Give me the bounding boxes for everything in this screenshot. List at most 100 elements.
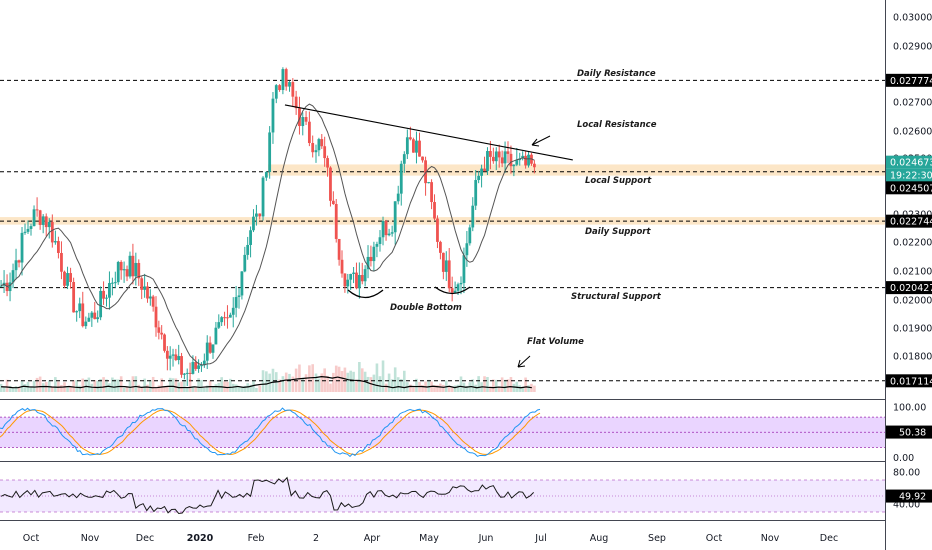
volume-bar bbox=[90, 383, 94, 392]
stoch-value-tag: 50.38 bbox=[899, 428, 926, 439]
volume-bar bbox=[2, 386, 6, 392]
x-tick-label: Jun bbox=[478, 533, 494, 544]
volume-bar bbox=[78, 385, 82, 392]
structural-support-tag: 0.020427 bbox=[890, 283, 932, 294]
candle-body bbox=[291, 82, 295, 97]
x-tick-label: Oct bbox=[706, 533, 723, 544]
x-tick-label: Dec bbox=[820, 533, 838, 544]
candle-body bbox=[131, 255, 135, 277]
volume-bar bbox=[231, 383, 235, 392]
candle-body bbox=[320, 139, 324, 147]
candle-body bbox=[436, 218, 439, 242]
volume-bar bbox=[131, 376, 135, 392]
volume-bar bbox=[128, 380, 132, 392]
candle-body bbox=[119, 261, 123, 271]
candle-body bbox=[148, 296, 152, 299]
volume-bar bbox=[474, 384, 478, 392]
candle-body bbox=[246, 244, 250, 255]
volume-bar bbox=[183, 379, 186, 392]
daily-resistance-tag-bg bbox=[886, 73, 932, 87]
x-tick-label: Nov bbox=[761, 533, 780, 544]
local-support-zone bbox=[268, 164, 885, 176]
volume-bar bbox=[439, 383, 442, 392]
candle-body bbox=[393, 201, 397, 233]
rsi-value-tag-bg bbox=[886, 489, 932, 503]
volume-bar bbox=[72, 380, 75, 392]
candle-body bbox=[521, 155, 525, 159]
candle-body bbox=[11, 270, 15, 283]
candle-body bbox=[177, 356, 181, 361]
volume-bar bbox=[447, 386, 451, 392]
candle-body bbox=[274, 85, 278, 99]
stoch-value-tag-bg bbox=[886, 425, 932, 439]
volume-bar bbox=[151, 376, 155, 392]
volume-bar bbox=[234, 384, 238, 392]
structural-support-tag-bg bbox=[886, 281, 932, 295]
volume-bar bbox=[0, 383, 3, 392]
volume-bar bbox=[415, 378, 418, 392]
volume-bar bbox=[332, 372, 335, 392]
candle-body bbox=[87, 317, 91, 322]
volume-bar bbox=[166, 386, 169, 392]
candle-body bbox=[105, 297, 108, 299]
stoch-tick-label: 0.00 bbox=[893, 453, 914, 464]
candle-body bbox=[252, 216, 255, 231]
daily-support-tag: 0.022744 bbox=[890, 217, 932, 228]
candle-body bbox=[533, 163, 536, 168]
volume-bar bbox=[252, 380, 255, 392]
x-tick-label: Apr bbox=[364, 533, 381, 544]
volume-bar bbox=[521, 386, 524, 392]
volume-bar bbox=[163, 386, 166, 392]
volume-bar bbox=[35, 377, 39, 392]
x-tick-label: Aug bbox=[590, 533, 609, 544]
volume-bar bbox=[261, 370, 265, 392]
candle-body bbox=[489, 151, 492, 157]
volume-bar bbox=[171, 378, 175, 392]
candle-body bbox=[168, 355, 172, 359]
candle-body bbox=[408, 137, 412, 140]
candle-body bbox=[261, 177, 265, 217]
volume-bar bbox=[412, 387, 415, 392]
candle-body bbox=[171, 354, 175, 356]
volume-bar bbox=[105, 379, 108, 392]
daily-support-label: Daily Support bbox=[585, 227, 651, 237]
candle-body bbox=[110, 282, 114, 284]
candle-body bbox=[500, 157, 504, 164]
candle-body bbox=[258, 213, 262, 217]
candle-body bbox=[326, 158, 329, 168]
volume-ma-line bbox=[1, 375, 532, 389]
volume-bar bbox=[489, 386, 492, 392]
x-tick-label: Dec bbox=[136, 533, 154, 544]
volume-bar bbox=[387, 373, 391, 392]
volume-bar bbox=[409, 384, 412, 392]
volume-bar bbox=[265, 371, 268, 392]
local-support-label: Local Support bbox=[585, 176, 652, 186]
candle-body bbox=[96, 317, 100, 320]
volume-bar bbox=[427, 379, 430, 392]
local-resistance-arrow bbox=[531, 135, 551, 147]
candle-body bbox=[32, 209, 36, 227]
volume-bar bbox=[453, 385, 457, 392]
candle-body bbox=[240, 271, 244, 296]
candle-body bbox=[427, 182, 431, 184]
flat-volume-label: Flat Volume bbox=[527, 337, 584, 347]
candle-body bbox=[188, 372, 192, 374]
candle-body bbox=[81, 303, 85, 327]
rsi-tick-label: 80.00 bbox=[893, 468, 920, 479]
volume-bar bbox=[291, 376, 295, 392]
candle-body bbox=[197, 365, 200, 369]
candle-body bbox=[346, 279, 350, 287]
local-resistance-trendline bbox=[284, 104, 573, 161]
candle-body bbox=[108, 283, 111, 298]
volume-bar bbox=[433, 385, 436, 392]
x-tick-label: Sep bbox=[648, 533, 666, 544]
candle-body bbox=[390, 232, 394, 234]
candle-body bbox=[137, 262, 141, 279]
volume-bar bbox=[518, 385, 522, 392]
candle-body bbox=[134, 262, 138, 277]
candle-body bbox=[41, 216, 45, 225]
candle-body bbox=[402, 154, 406, 164]
